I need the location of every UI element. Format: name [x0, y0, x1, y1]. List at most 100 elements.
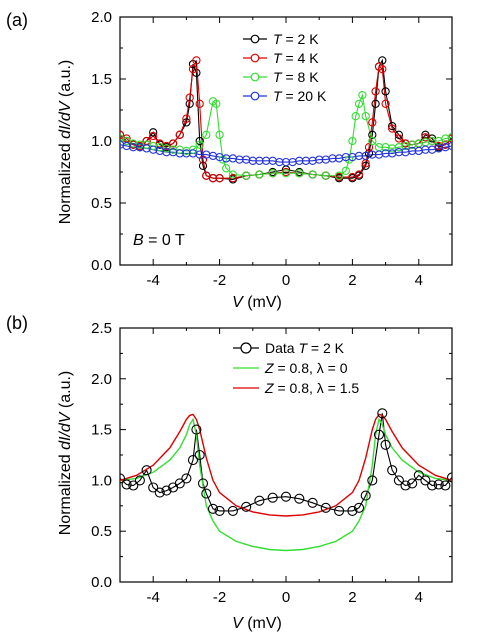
data-point-b-0	[141, 465, 152, 476]
series-line-b-0	[120, 413, 452, 512]
data-point-b-0	[294, 493, 305, 504]
data-point-a-1	[215, 174, 224, 183]
data-point-b-0	[227, 505, 238, 516]
data-point-a-3	[195, 150, 204, 159]
data-point-a-1	[182, 114, 191, 123]
y-tick-label-a: 1.5	[91, 71, 112, 88]
data-point-a-3	[295, 156, 304, 165]
x-tick-label-b: 2	[348, 589, 356, 606]
data-point-a-1	[354, 170, 364, 179]
data-point-a-2	[222, 164, 231, 173]
panel-b: (b) V (mV) Normalized dI/dV (a.u.) -4 -2 0…	[6, 313, 453, 632]
y-tick-label-a: 2.0	[91, 9, 112, 26]
legend-label-a-1: T = 4 K	[273, 50, 319, 66]
y-tick-label-b: 2.5	[91, 320, 112, 337]
data-point-a-2	[281, 169, 291, 178]
data-point-a-2	[321, 171, 330, 180]
data-point-a-3	[408, 146, 417, 156]
x-axis-label-a: V (mV)	[232, 294, 282, 311]
data-point-b-0	[181, 473, 192, 484]
y-tick-label-b: 1.5	[91, 422, 112, 439]
series-line-b-2	[120, 413, 452, 517]
y-axis-label-a: Normalized dI/dV (a.u.)	[57, 60, 74, 225]
data-point-a-1	[371, 87, 380, 96]
data-point-a-1	[388, 124, 397, 133]
data-point-b-0	[393, 475, 404, 486]
data-point-a-2	[427, 136, 437, 146]
x-tick-label-a: 0	[282, 272, 290, 289]
data-point-a-1	[185, 93, 194, 102]
data-point-a-2	[188, 145, 198, 154]
data-point-a-3	[182, 149, 191, 158]
data-point-a-1	[381, 99, 390, 108]
data-point-b-0	[307, 497, 318, 508]
data-point-a-0	[388, 121, 397, 131]
panel-a: (a) V (mV) Normalized dI/dV (a.u.) B = 0…	[6, 9, 453, 311]
data-point-b-0	[214, 505, 225, 516]
data-point-a-1	[149, 131, 158, 141]
data-point-b-0	[427, 480, 438, 491]
data-point-a-2	[358, 90, 367, 100]
data-point-a-0	[368, 130, 377, 139]
data-point-b-0	[121, 479, 132, 490]
data-point-b-0	[174, 478, 185, 489]
data-point-a-1	[192, 56, 201, 65]
x-axis-label-b: V (mV)	[232, 615, 282, 632]
data-point-a-1	[368, 118, 377, 127]
data-point-a-2	[308, 170, 317, 179]
legend-marker-a-1	[250, 53, 260, 63]
data-point-a-0	[185, 99, 194, 108]
data-point-a-2	[228, 170, 238, 179]
data-point-a-3	[175, 149, 184, 158]
data-point-a-2	[268, 169, 277, 178]
data-point-a-0	[381, 87, 390, 96]
data-point-a-0	[378, 56, 387, 65]
series-line-a-2	[120, 93, 452, 177]
legend-marker-b-0	[240, 342, 252, 354]
legend-label-a-0: T = 2 K	[273, 31, 319, 47]
data-point-a-1	[175, 130, 184, 139]
data-point-a-3	[275, 157, 284, 167]
data-point-a-3	[315, 155, 324, 164]
series-line-a-1	[120, 60, 452, 179]
legend-marker-a-3	[250, 91, 260, 101]
data-point-b-0	[400, 480, 411, 491]
data-point-b-0	[367, 475, 378, 486]
data-point-a-0	[394, 130, 404, 139]
data-point-b-0	[446, 472, 452, 483]
data-point-b-0	[347, 505, 358, 516]
data-point-a-0	[195, 136, 204, 146]
y-tick-label-b: 0.5	[91, 523, 112, 540]
data-point-a-1	[168, 139, 178, 148]
data-point-a-1	[394, 134, 404, 143]
data-point-a-1	[378, 64, 387, 74]
data-point-b-0	[161, 485, 172, 496]
data-point-a-1	[208, 174, 218, 183]
data-point-b-0	[134, 475, 145, 486]
y-tick-label-a: 1.0	[91, 133, 112, 150]
data-point-a-3	[129, 143, 138, 152]
x-tick-label-a: -4	[147, 272, 160, 289]
x-tick-label-a: -2	[213, 272, 226, 289]
data-point-b-0	[387, 465, 398, 476]
data-point-b-0	[320, 502, 331, 513]
legend-label-a-2: T = 8 K	[273, 69, 319, 85]
data-point-a-2	[354, 99, 364, 108]
y-tick-label-b: 0.0	[91, 574, 112, 591]
x-tick-label-b: 4	[415, 589, 423, 606]
data-point-b-0	[380, 439, 391, 450]
data-point-b-0	[420, 475, 431, 486]
series-line-b-1	[120, 417, 452, 552]
data-point-b-0	[120, 473, 126, 484]
data-point-b-0	[191, 424, 202, 435]
data-point-a-2	[242, 171, 251, 180]
data-point-a-3	[162, 148, 171, 157]
y-axis-label-b: Normalized dI/dV (a.u.)	[57, 371, 74, 536]
data-point-a-2	[447, 133, 452, 142]
data-point-b-0	[187, 455, 199, 466]
x-tick-label-a: 4	[415, 272, 423, 289]
data-point-b-0	[353, 502, 365, 513]
data-point-b-0	[241, 501, 252, 512]
legend-marker-a-0	[250, 34, 260, 44]
